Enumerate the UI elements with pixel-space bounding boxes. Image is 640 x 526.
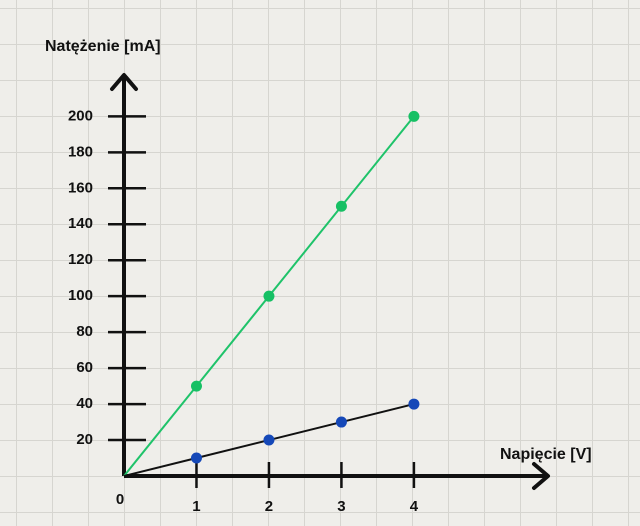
y-tick-label: 80 [76, 323, 93, 340]
y-tick-label: 60 [76, 359, 93, 376]
x-tick-label: 1 [192, 498, 200, 515]
y-tick-label: 200 [68, 107, 93, 124]
x-tick-label: 0 [116, 491, 124, 508]
x-tick-label: 4 [410, 498, 419, 515]
series-line [196, 403, 415, 459]
x-axis-title: Napięcie [V] [500, 446, 592, 463]
x-tick-label: 3 [337, 498, 345, 515]
y-tick-label: 20 [76, 431, 93, 448]
x-tick-label: 2 [265, 498, 273, 515]
y-tick-label: 120 [68, 251, 93, 268]
x-arrow [532, 462, 550, 490]
y-arrow [110, 73, 138, 91]
line-lead [123, 385, 198, 477]
y-tick-label: 180 [68, 143, 93, 160]
series-line [195, 115, 415, 387]
point [335, 416, 347, 428]
point [408, 398, 420, 410]
point [335, 200, 347, 212]
y-tick-label: 100 [68, 287, 93, 304]
point [263, 434, 275, 446]
point [408, 110, 420, 122]
line-lead [123, 457, 197, 477]
point [190, 380, 202, 392]
y-tick-label: 160 [68, 179, 93, 196]
point [190, 452, 202, 464]
y-axis-title: Natężenie [mA] [45, 38, 161, 55]
y-tick-label: 140 [68, 215, 93, 232]
y-tick-label: 40 [76, 395, 93, 412]
point [263, 290, 275, 302]
